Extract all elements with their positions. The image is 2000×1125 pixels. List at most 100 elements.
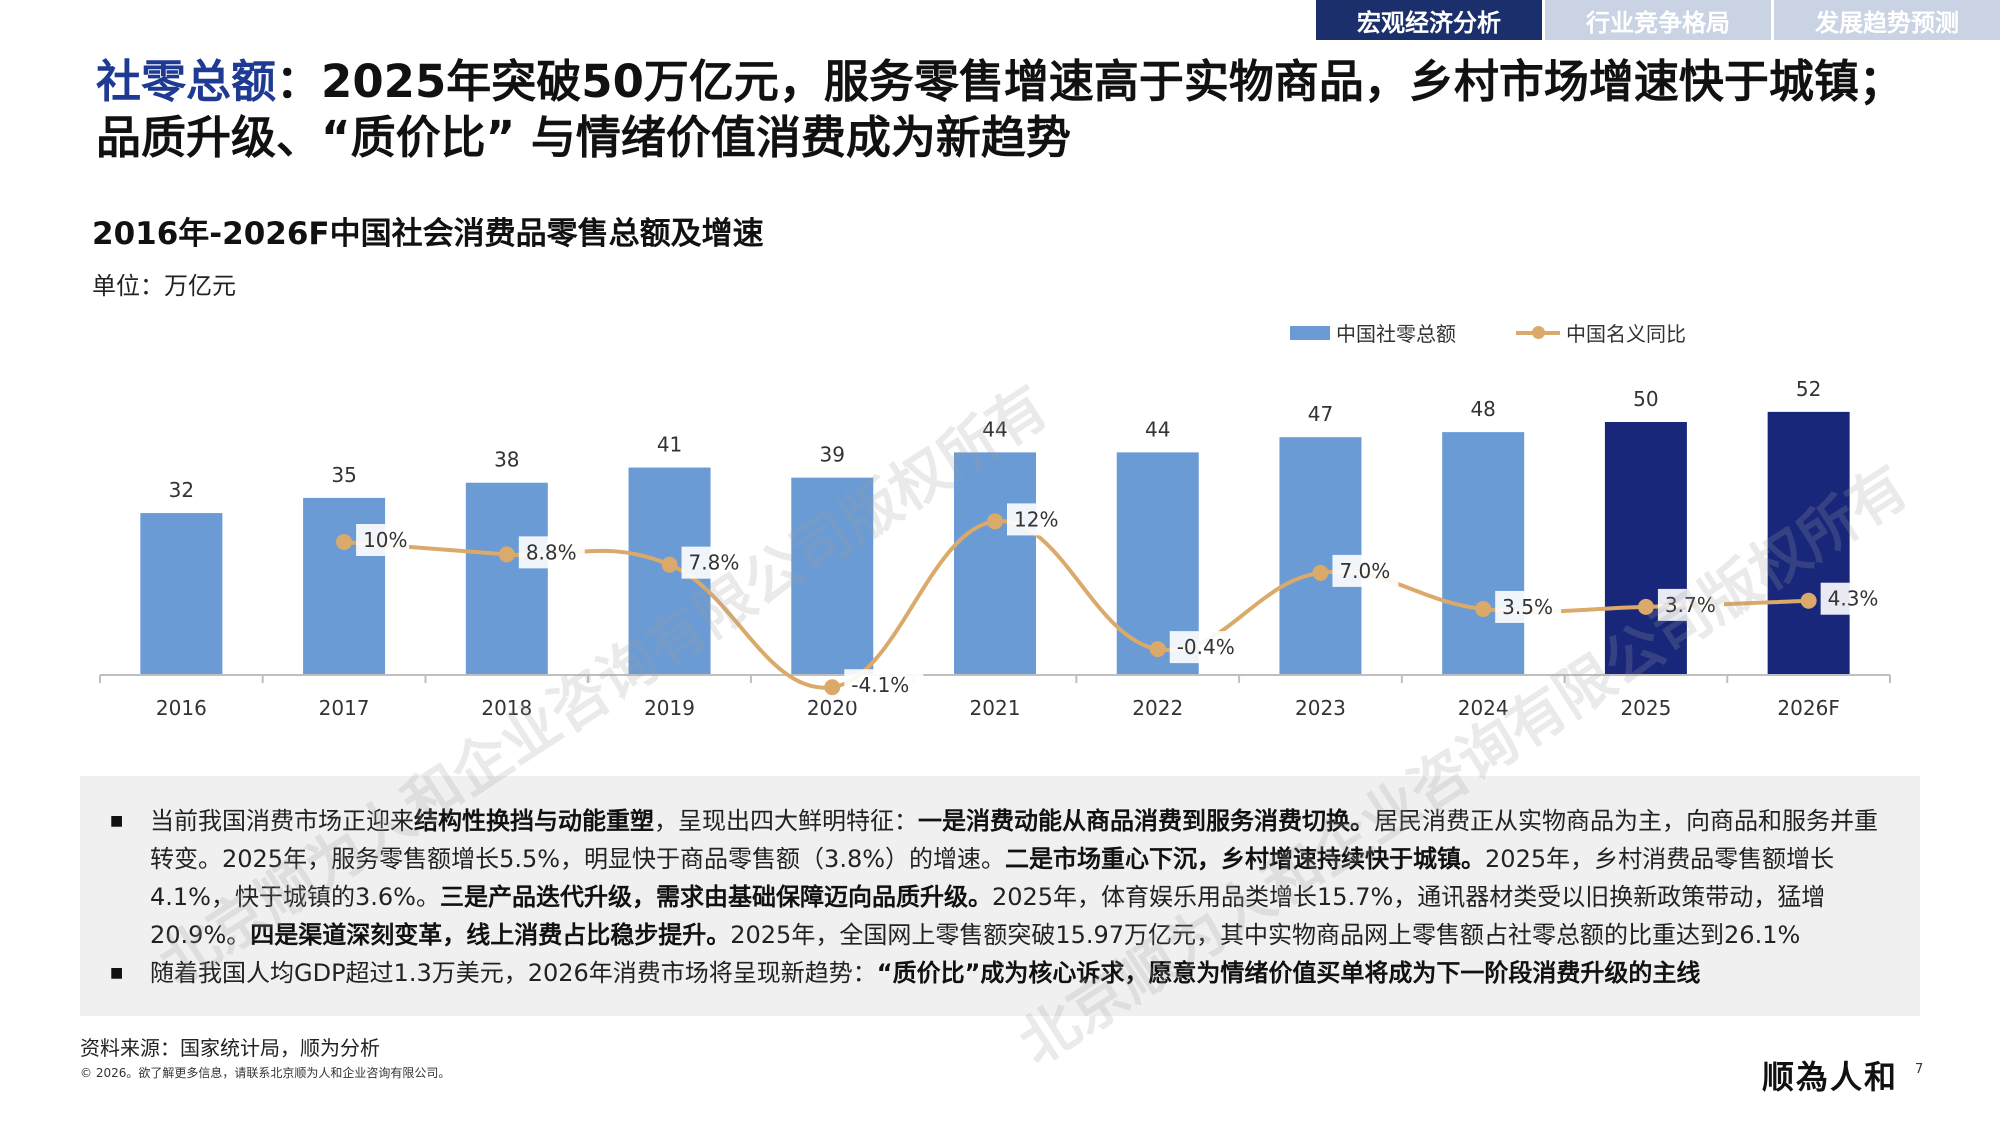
- growth-label-bg-2018: [518, 536, 585, 569]
- growth-label-2026F: 4.3%: [1828, 587, 1879, 611]
- x-tick-label-2016: 2016: [156, 696, 207, 720]
- growth-label-2023: 7.0%: [1339, 559, 1390, 583]
- growth-point-2018: [498, 546, 515, 563]
- source-note: 资料来源：国家统计局，顺为分析: [80, 1036, 380, 1060]
- bar-2024: [1442, 432, 1525, 675]
- bar-value-label-2022: 44: [1145, 417, 1170, 441]
- bar-value-label-2016: 32: [169, 478, 194, 502]
- bar-2021: [954, 452, 1036, 675]
- bar-2016: [140, 513, 223, 675]
- x-tick-label-2025: 2025: [1620, 696, 1671, 720]
- p1-segment-3: 一是消费动能从商品消费到服务消费切换。: [918, 807, 1374, 835]
- bullet-square-icon: ■: [110, 965, 124, 981]
- p1-segment-8: 2025年，体育娱乐用品类增长15.7%，通讯器材类受以旧换新政策带动，猛增20…: [150, 883, 1826, 949]
- bullet-paragraph-1: ■ 当前我国消费市场正迎来结构性换挡与动能重塑，呈现出四大鲜明特征：一是消费动能…: [110, 802, 1890, 954]
- brand-logo: 顺為人和: [1762, 1058, 1899, 1096]
- growth-label-2021: 12%: [1014, 507, 1058, 531]
- growth-label-bg-2022: [1169, 631, 1249, 664]
- p1-segment-2: ，呈现出四大鲜明特征：: [654, 807, 918, 835]
- bar-value-label-2026F: 52: [1796, 377, 1821, 401]
- bar-value-label-2020: 39: [820, 443, 845, 467]
- growth-label-bg-2017: [356, 524, 410, 556]
- analysis-textbox: ■ 当前我国消费市场正迎来结构性换挡与动能重塑，呈现出四大鲜明特征：一是消费动能…: [80, 776, 1920, 1016]
- growth-label-2024: 3.5%: [1502, 595, 1553, 619]
- growth-label-2017: 10%: [363, 528, 407, 552]
- growth-label-bg-2020: [844, 669, 924, 702]
- chart-legend: 中国社零总额 中国名义同比: [1290, 318, 1746, 347]
- x-tick-label-2023: 2023: [1295, 696, 1346, 720]
- growth-point-2022: [1149, 641, 1166, 658]
- x-tick-label-2017: 2017: [319, 696, 370, 720]
- growth-point-2020: [824, 679, 841, 696]
- headline-line1: ：2025年突破50万亿元，服务零售增速高于实物商品，乡村市场增速快于城镇；: [276, 55, 1904, 108]
- growth-label-bg-2026F: [1820, 582, 1887, 615]
- growth-label-bg-2021: [1007, 503, 1060, 536]
- legend-item-line: 中国名义同比: [1516, 318, 1686, 347]
- paragraph-1-text: 当前我国消费市场正迎来结构性换挡与动能重塑，呈现出四大鲜明特征：一是消费动能从商…: [150, 802, 1890, 954]
- growth-label-2020: -4.1%: [851, 673, 909, 697]
- growth-point-2024: [1475, 600, 1492, 617]
- growth-label-2022: -0.4%: [1177, 635, 1235, 659]
- p1-segment-5: 二是市场重心下沉，乡村增速持续快于城镇。: [1005, 845, 1486, 873]
- growth-point-2021: [987, 513, 1003, 530]
- tab-macro-economy[interactable]: 宏观经济分析: [1316, 0, 1542, 40]
- legend-bar-label: 中国社零总额: [1336, 322, 1456, 346]
- bar-value-label-2023: 47: [1308, 402, 1333, 426]
- p1-segment-7: 三是产品迭代升级，需求由基础保障迈向品质升级。: [439, 883, 992, 911]
- p1-segment-9: 四是渠道深刻变革，线上消费占比稳步提升。: [250, 921, 731, 949]
- bar-2025: [1604, 422, 1687, 675]
- tab-industry-competition[interactable]: 行业竞争格局: [1545, 0, 1771, 40]
- bullet-paragraph-2: ■ 随着我国人均GDP超过1.3万美元，2026年消费市场将呈现新趋势：“质价比…: [110, 954, 1890, 992]
- bar-value-label-2018: 38: [494, 448, 519, 472]
- unit-label: 单位：万亿元: [92, 272, 236, 300]
- page-number: 7: [1915, 1062, 1924, 1077]
- bar-2018: [465, 482, 548, 675]
- bar-2020: [791, 477, 874, 675]
- headline-line2: 品质升级、“质价比” 与情绪价值消费成为新趋势: [96, 111, 1071, 164]
- growth-point-2026F: [1800, 592, 1817, 609]
- page-headline: 社零总额：2025年突破50万亿元，服务零售增速高于实物商品，乡村市场增速快于城…: [96, 54, 1956, 166]
- growth-label-bg-2025: [1657, 588, 1724, 621]
- bullet-square-icon: ■: [110, 813, 124, 829]
- copyright-note: © 2026。欲了解更多信息，请联系北京顺为人和企业咨询有限公司。: [80, 1066, 451, 1080]
- bar-value-label-2019: 41: [657, 433, 682, 457]
- x-tick-label-2019: 2019: [644, 696, 695, 720]
- x-tick-label-2018: 2018: [481, 696, 532, 720]
- bar-value-label-2021: 44: [982, 417, 1007, 441]
- chart-title: 2016年-2026F中国社会消费品零售总额及增速: [92, 216, 764, 252]
- growth-label-2018: 8.8%: [526, 540, 577, 564]
- p1-segment-6: 2025年，乡村消费品零售额增长4.1%，快于城镇的3.6%。: [150, 845, 1835, 911]
- x-tick-label-2022: 2022: [1132, 696, 1183, 720]
- p1-segment-1: 结构性换挡与动能重塑: [414, 807, 654, 835]
- bar-value-label-2024: 48: [1470, 397, 1495, 421]
- growth-point-2023: [1312, 564, 1329, 581]
- legend-line-label: 中国名义同比: [1566, 322, 1686, 346]
- bar-value-label-2017: 35: [331, 463, 356, 487]
- p1-segment-4: 居民消费正从实物商品为主，向商品和服务并重转变。2025年，服务零售额增长5.5…: [150, 807, 1878, 873]
- retail-sales-chart: 32 35 38 41 39 44 44 47 48 50 52 2016 2017 2018 2019 20…: [99, 377, 1891, 720]
- legend-bar-swatch: [1290, 325, 1330, 340]
- section-tabs: 宏观经济分析 行业竞争格局 发展趋势预测: [1313, 0, 2000, 40]
- p1-segment-10: 2025年，全国网上零售额突破15.97万亿元，其中实物商品网上零售额占社零总额…: [730, 921, 1801, 949]
- growth-label-bg-2023: [1332, 554, 1399, 587]
- x-tick-label-2021: 2021: [970, 696, 1021, 720]
- growth-label-bg-2019: [681, 546, 748, 579]
- bar-2026F: [1767, 411, 1850, 675]
- legend-item-bar: 中国社零总额: [1290, 318, 1456, 347]
- p2-segment-0: 随着我国人均GDP超过1.3万美元，2026年消费市场将呈现新趋势：: [150, 959, 877, 987]
- growth-label-2025: 3.7%: [1665, 593, 1716, 617]
- bar-value-label-2025: 50: [1633, 387, 1658, 411]
- x-tick-label-2026F: 2026F: [1777, 696, 1839, 720]
- p1-segment-0: 当前我国消费市场正迎来: [150, 807, 414, 835]
- x-tick-label-2024: 2024: [1458, 696, 1509, 720]
- legend-line-swatch: [1516, 325, 1560, 339]
- growth-point-2025: [1637, 598, 1654, 615]
- paragraph-2-text: 随着我国人均GDP超过1.3万美元，2026年消费市场将呈现新趋势：“质价比”成…: [150, 954, 1700, 992]
- growth-point-2019: [661, 556, 678, 573]
- growth-label-2019: 7.8%: [689, 551, 740, 575]
- growth-point-2017: [336, 534, 353, 550]
- headline-accent: 社零总额: [96, 55, 277, 108]
- tab-trend-forecast[interactable]: 发展趋势预测: [1774, 0, 2000, 40]
- growth-label-bg-2024: [1495, 590, 1562, 623]
- p2-segment-1: “质价比”成为核心诉求，愿意为情绪价值买单将成为下一阶段消费升级的主线: [876, 959, 1701, 987]
